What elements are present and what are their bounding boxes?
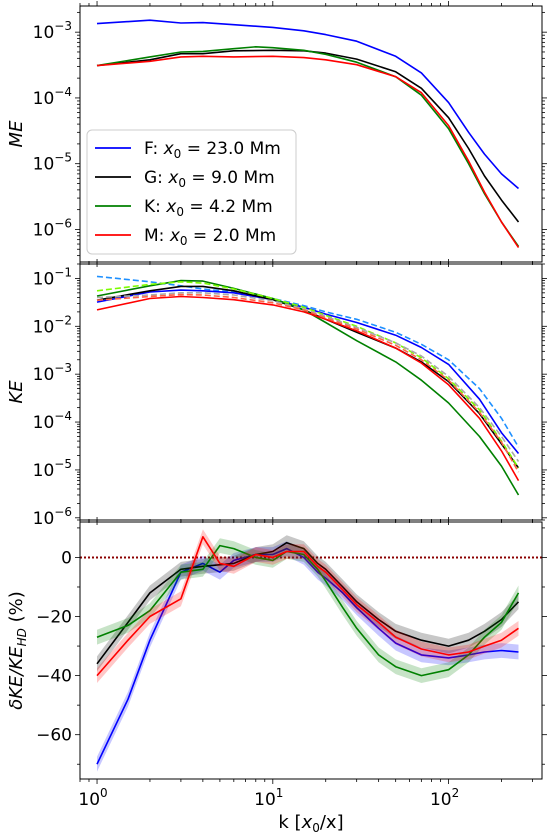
panel-3: 0 −20 −40 −60 100 101 102 δKE/KEHD (%) k [x0/x] — [6, 517, 547, 835]
panel-1: 10−6 10−5 10−4 10−3 ME F: x0 = 23.0 Mm G: x0 =… — [6, 1, 547, 267]
y-tick-label: −20 — [36, 608, 72, 628]
y-axis-label: δKE/KEHD (%) — [6, 591, 29, 710]
series-line-7 — [96, 291, 520, 462]
y-tick-label: 10−4 — [33, 409, 72, 433]
series-line-4 — [96, 55, 520, 249]
y-tick-label: 10−6 — [33, 216, 72, 240]
y-tick-label: −40 — [36, 667, 72, 687]
y-tick-label: 10−5 — [33, 457, 72, 481]
y-axis-label: KE — [6, 380, 27, 404]
axes-frame — [79, 5, 543, 263]
axes-frame — [79, 263, 543, 521]
series-line-3 — [96, 45, 520, 247]
series-group — [96, 529, 520, 772]
panel-2: 10−6 10−5 10−4 10−3 10−2 10−1 KE — [6, 259, 547, 529]
x-tick-label: 100 — [78, 786, 107, 810]
y-tick-label: 10−4 — [33, 85, 72, 109]
series-line-1 — [96, 275, 520, 448]
legend-entry: G: x0 = 9.0 Mm — [144, 168, 275, 190]
series-line-1 — [96, 547, 519, 765]
y-tick-label: 10−1 — [33, 265, 72, 289]
series-line-2 — [96, 289, 520, 455]
y-tick-label: 10−3 — [33, 361, 72, 385]
series-group — [96, 275, 520, 496]
x-tick-label: 101 — [254, 786, 283, 810]
y-tick-label: −60 — [36, 726, 72, 746]
series-band-3 — [97, 538, 519, 683]
series-line-4 — [96, 535, 519, 677]
series-band-4 — [97, 529, 519, 683]
series-line-1 — [96, 19, 520, 190]
y-tick-label: 10−3 — [33, 19, 72, 43]
y-tick-label: 0 — [61, 548, 72, 568]
y-tick-label: 10−6 — [33, 505, 72, 529]
x-axis-label: k [x0/x] — [278, 812, 343, 835]
series-line-2 — [96, 49, 520, 223]
y-tick-label: 10−2 — [33, 313, 72, 337]
legend-entry: M: x0 = 2.0 Mm — [144, 226, 276, 248]
x-tick-label: 102 — [430, 786, 459, 810]
series-line-4 — [96, 279, 520, 496]
series-group — [96, 19, 520, 249]
series-line-6 — [96, 280, 520, 469]
legend: F: x0 = 23.0 Mm G: x0 = 9.0 Mm K: x0 = 4.2… — [86, 129, 297, 255]
y-tick-label: 10−5 — [33, 151, 72, 175]
legend-entry: F: x0 = 23.0 Mm — [144, 139, 281, 161]
series-line-5 — [96, 295, 520, 481]
legend-box — [86, 129, 297, 255]
axes-frame — [79, 521, 543, 780]
y-axis-label: ME — [6, 120, 27, 148]
series-line-8 — [96, 293, 520, 473]
legend-entry: K: x0 = 4.2 Mm — [144, 197, 273, 219]
series-line-3 — [96, 544, 520, 677]
